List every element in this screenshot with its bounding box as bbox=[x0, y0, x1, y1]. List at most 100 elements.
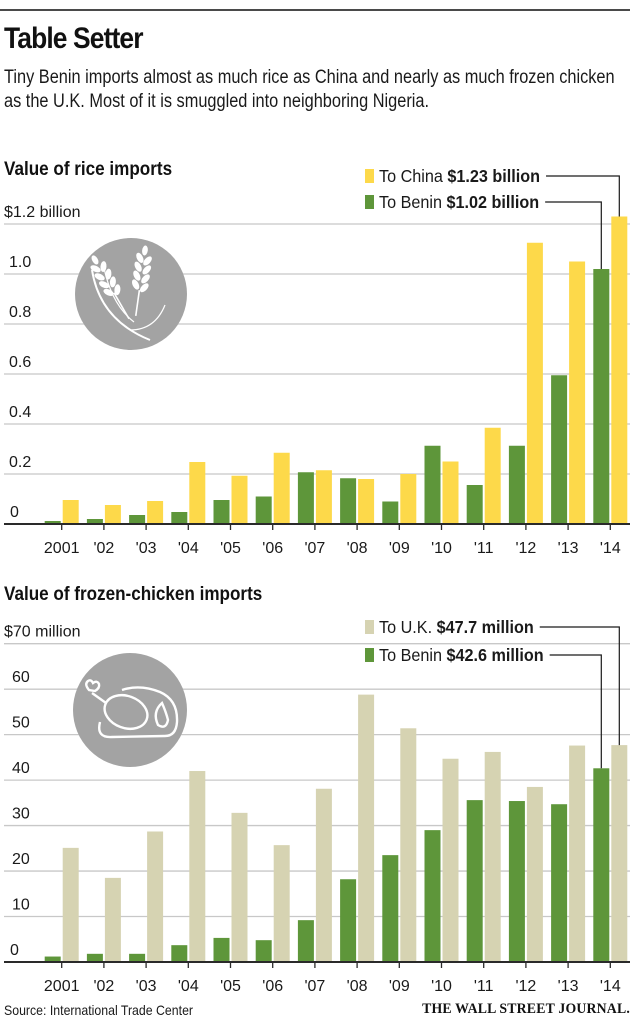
x-tick-label: '09 bbox=[389, 540, 410, 557]
y-tick-label: 0 bbox=[10, 504, 19, 521]
y-axis-labels: 0 0.2 0.4 0.6 0.8 1.0 $1.2 billion bbox=[4, 204, 81, 521]
x-tick-label: '14 bbox=[600, 978, 621, 995]
bar-to-benin bbox=[508, 445, 525, 524]
bar-to-china bbox=[315, 470, 332, 524]
legend: To China $1.23 billion To Benin $1.02 bil… bbox=[365, 166, 620, 269]
legend-label: To Benin $1.02 billion bbox=[379, 192, 539, 212]
leader-line bbox=[549, 654, 602, 769]
x-tick-label: '08 bbox=[347, 978, 368, 995]
legend-label: To U.K. $47.7 million bbox=[379, 617, 534, 637]
bar-to-u-k bbox=[189, 771, 206, 962]
icon-circle bbox=[73, 653, 187, 767]
bar-to-benin bbox=[551, 804, 568, 962]
x-tick-label: '14 bbox=[600, 540, 621, 557]
bar-to-benin bbox=[213, 937, 230, 962]
legend-label: To China $1.23 billion bbox=[379, 166, 540, 186]
x-tick-label: '08 bbox=[347, 540, 368, 557]
x-tick-label: '09 bbox=[389, 978, 410, 995]
publisher-logo: THE WALL STREET JOURNAL. bbox=[422, 1001, 630, 1017]
rice-wheat-icon bbox=[75, 238, 187, 350]
x-tick-label: '02 bbox=[93, 540, 114, 557]
leader-line bbox=[546, 175, 620, 217]
bar-to-u-k bbox=[611, 745, 628, 962]
bar-to-benin bbox=[382, 501, 399, 524]
y-tick-label: 50 bbox=[12, 715, 30, 732]
bar-to-benin bbox=[382, 855, 399, 962]
bar-to-benin bbox=[424, 830, 441, 962]
y-tick-label: $70 million bbox=[4, 624, 80, 641]
bar-to-china bbox=[400, 474, 417, 524]
wheat-stem-curve bbox=[91, 269, 151, 341]
x-tick-label: '11 bbox=[474, 540, 494, 557]
leader-line bbox=[539, 626, 620, 746]
wheat-stem-curve bbox=[129, 304, 166, 331]
bar-to-china bbox=[526, 242, 543, 524]
bar-to-benin bbox=[213, 500, 230, 524]
bar-to-benin bbox=[171, 945, 188, 962]
legend: To U.K. $47.7 million To Benin $42.6 mill… bbox=[365, 617, 620, 769]
bar-to-benin bbox=[129, 515, 146, 524]
bar-to-benin bbox=[593, 269, 610, 524]
x-tick-label: '06 bbox=[262, 978, 283, 995]
bars bbox=[44, 694, 628, 962]
bar-to-benin bbox=[593, 768, 610, 962]
bar-to-china bbox=[147, 501, 164, 524]
bar-to-benin bbox=[171, 512, 188, 524]
bar-to-china bbox=[104, 505, 121, 524]
x-tick-label: '12 bbox=[515, 978, 536, 995]
legend-value: $47.7 million bbox=[437, 617, 534, 637]
x-tick-label: '05 bbox=[220, 540, 241, 557]
x-tick-label: '13 bbox=[558, 978, 579, 995]
x-tick-label: '10 bbox=[431, 978, 452, 995]
y-tick-label: 40 bbox=[12, 760, 30, 777]
x-tick-label: 2001 bbox=[44, 978, 80, 995]
y-tick-label: 0.2 bbox=[9, 454, 31, 471]
x-tick-label: '03 bbox=[136, 540, 157, 557]
x-axis: 2001 '02 '03 '04 '05 '06 '07 '08 '09 '10 '11 '12 '13… bbox=[4, 961, 630, 995]
bar-to-benin bbox=[466, 800, 483, 962]
bar-to-benin bbox=[340, 478, 357, 524]
page-subtitle: Tiny Benin imports almost as much rice a… bbox=[4, 67, 615, 112]
bar-to-u-k bbox=[484, 751, 501, 962]
bar-to-benin bbox=[551, 375, 568, 524]
legend-swatch bbox=[365, 169, 374, 183]
bar-to-u-k bbox=[526, 786, 543, 962]
y-tick-label: 0.4 bbox=[9, 404, 31, 421]
source-note: Source: International Trade Center bbox=[4, 1002, 194, 1018]
chicken-imports-chart: Value of frozen-chicken imports 2001 '02 '… bbox=[4, 583, 630, 995]
y-tick-label: 0.6 bbox=[9, 354, 31, 371]
y-tick-label: 20 bbox=[12, 851, 30, 868]
bar-to-u-k bbox=[62, 847, 79, 962]
bar-to-u-k bbox=[147, 831, 164, 962]
bar-to-u-k bbox=[569, 745, 586, 962]
icon-circle bbox=[75, 238, 187, 350]
top-rule bbox=[0, 9, 630, 11]
bar-to-u-k bbox=[273, 845, 290, 962]
bar-to-china bbox=[62, 500, 79, 524]
x-tick-label: '03 bbox=[136, 978, 157, 995]
x-tick-label: '12 bbox=[515, 540, 536, 557]
bar-to-u-k bbox=[442, 758, 459, 962]
y-tick-label: 0.8 bbox=[9, 304, 31, 321]
x-tick-label: '06 bbox=[262, 540, 283, 557]
y-tick-label: 60 bbox=[12, 669, 30, 686]
bar-to-benin bbox=[297, 472, 314, 524]
bar-to-u-k bbox=[358, 694, 375, 962]
x-axis: 2001 '02 '03 '04 '05 '06 '07 '08 '09 '10 '11 '12 '13… bbox=[4, 523, 630, 557]
legend-value: $42.6 million bbox=[446, 645, 543, 665]
bar-to-benin bbox=[129, 953, 146, 962]
chart-title: Value of frozen-chicken imports bbox=[4, 583, 262, 604]
bar-to-china bbox=[273, 452, 290, 524]
wheat-stem-curve bbox=[103, 267, 135, 323]
x-tick-label: '10 bbox=[431, 540, 452, 557]
legend-value: $1.23 billion bbox=[447, 166, 540, 186]
y-tick-label: $1.2 billion bbox=[4, 204, 81, 221]
bar-to-benin bbox=[255, 496, 272, 524]
bar-to-benin bbox=[340, 879, 357, 962]
y-tick-label: 1.0 bbox=[9, 254, 31, 271]
bar-to-benin bbox=[255, 940, 272, 962]
chart-title: Value of rice imports bbox=[4, 158, 172, 179]
bar-to-benin bbox=[424, 445, 441, 524]
bar-to-benin bbox=[44, 956, 61, 962]
